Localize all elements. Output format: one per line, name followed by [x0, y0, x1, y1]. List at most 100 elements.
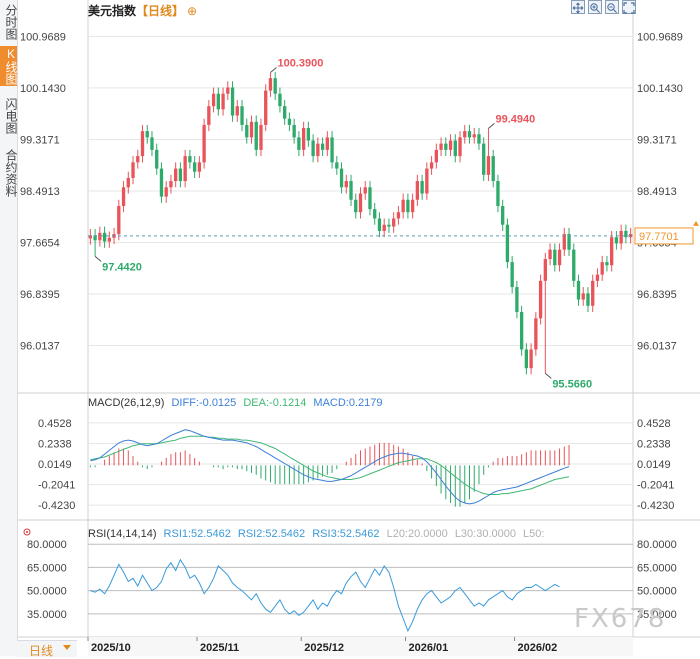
candle-body — [401, 199, 405, 213]
move-icon[interactable] — [571, 0, 585, 14]
candle-body — [519, 312, 524, 350]
rsi-l30-value: L30:30.0000 — [454, 528, 516, 540]
candle-body — [501, 206, 505, 225]
candle-body — [482, 143, 486, 175]
candle-body — [392, 218, 396, 227]
candle-body — [155, 149, 159, 169]
price-axis-label-left: 97.6654 — [20, 237, 60, 249]
candle-body — [363, 187, 367, 194]
rsi3-value: RSI3:52.5462 — [312, 528, 380, 540]
candle-body — [543, 259, 547, 281]
high-price-label: 99.4940 — [495, 113, 535, 125]
candle-body — [591, 280, 595, 306]
period-selector-button[interactable]: 日线 — [17, 640, 77, 658]
candle-body — [230, 87, 235, 116]
candle-body — [538, 280, 543, 319]
macd-axis-label-left: 0.2338 — [38, 438, 72, 450]
macd-diff-line — [90, 429, 570, 505]
candle-body — [448, 140, 453, 150]
candle-body — [159, 168, 164, 197]
price-axis-label: 96.8395 — [637, 289, 677, 301]
price-axis-label: 99.3171 — [637, 134, 677, 146]
candle-body — [297, 137, 301, 150]
price-axis-label: 96.0137 — [637, 340, 677, 352]
candle-body — [169, 181, 173, 188]
zoom-out-icon[interactable] — [605, 0, 619, 14]
rsi-l20-value: L20:20.0000 — [386, 528, 448, 540]
macd-axis-label-left: 0.4528 — [38, 418, 72, 430]
macd-diff-value: DIFF:-0.0125 — [171, 397, 237, 409]
rsi-axis-label-left: 80.0000 — [27, 539, 67, 551]
candle-body — [197, 162, 202, 172]
period-tag[interactable]: 【日线】 — [136, 4, 185, 18]
candle-body — [240, 106, 244, 125]
rsi1-value: RSI1:52.5462 — [163, 528, 231, 540]
candle-body — [576, 280, 581, 300]
low-price-label: 95.5660 — [552, 378, 592, 390]
candle-body — [396, 212, 401, 219]
candle-body — [358, 193, 363, 213]
candle-body — [368, 187, 372, 210]
candle-body — [88, 235, 93, 239]
chart-toolbar — [571, 0, 636, 16]
time-axis-label: 2025/12 — [304, 642, 344, 654]
candle-body — [192, 162, 197, 172]
candle-body — [600, 262, 604, 275]
price-axis-label-left: 96.8395 — [20, 289, 60, 301]
scroll-up-icon — [693, 220, 699, 226]
zoom-in-icon[interactable] — [588, 0, 602, 14]
time-axis-band — [88, 637, 633, 656]
candle-body — [453, 140, 457, 157]
candle-body — [510, 262, 514, 288]
candle-body — [183, 156, 187, 182]
candle-body — [93, 235, 97, 241]
candle-body — [221, 93, 225, 110]
fx678-watermark: FX678 — [574, 604, 667, 634]
rsi-l50-value: L50: — [523, 528, 545, 540]
fullscreen-icon[interactable] — [622, 0, 636, 14]
candle-body — [174, 168, 178, 182]
tab-candlestick-chart[interactable]: K线图 — [0, 46, 18, 86]
candle-body — [349, 181, 353, 200]
gear-icon — [23, 528, 31, 536]
candle-body — [188, 156, 192, 163]
candle-body — [107, 237, 111, 242]
candle-body — [121, 187, 126, 206]
gear-icon-center — [26, 531, 28, 533]
rsi-name: RSI(14,14,14) — [88, 528, 157, 540]
candle-body — [249, 121, 254, 138]
candle-body — [534, 318, 538, 350]
candle-body — [406, 199, 410, 213]
rsi-legend: RSI(14,14,14) RSI1:52.5462 RSI2:52.5462 … — [88, 528, 548, 540]
tab-flash-chart[interactable]: 闪电图 — [4, 98, 18, 134]
chevron-down-icon — [63, 645, 71, 650]
time-axis-label: 2026/01 — [409, 642, 449, 654]
candle-body — [287, 118, 292, 125]
instrument-name: 美元指数 — [88, 4, 137, 18]
candle-body — [117, 206, 121, 235]
tab-tick-chart[interactable]: 分时图 — [4, 4, 18, 40]
candle-body — [562, 234, 566, 250]
rsi-axis-label: 65.0000 — [637, 562, 677, 574]
candle-body — [245, 124, 249, 138]
candle-body — [131, 162, 135, 178]
macd-dea-line — [90, 435, 570, 495]
rsi-axis-label-left: 50.0000 — [27, 586, 67, 598]
candle-body — [557, 249, 562, 266]
candle-body — [339, 168, 344, 188]
candle-body — [605, 262, 609, 266]
tab-contract-info[interactable]: 合约资料 — [4, 149, 18, 197]
macd-axis-label: -0.2041 — [637, 480, 674, 492]
candle-body — [273, 78, 277, 94]
price-axis-label-left: 100.9689 — [20, 31, 66, 43]
rsi2-value: RSI2:52.5462 — [237, 528, 306, 540]
candle-body — [301, 128, 306, 150]
price-axis-label: 100.9689 — [637, 31, 683, 43]
candle-body — [226, 87, 230, 94]
annotation-leader — [545, 373, 552, 379]
candle-body — [330, 137, 334, 163]
circle-plus-icon[interactable]: ⊕ — [187, 4, 198, 18]
candle-body — [102, 232, 107, 242]
